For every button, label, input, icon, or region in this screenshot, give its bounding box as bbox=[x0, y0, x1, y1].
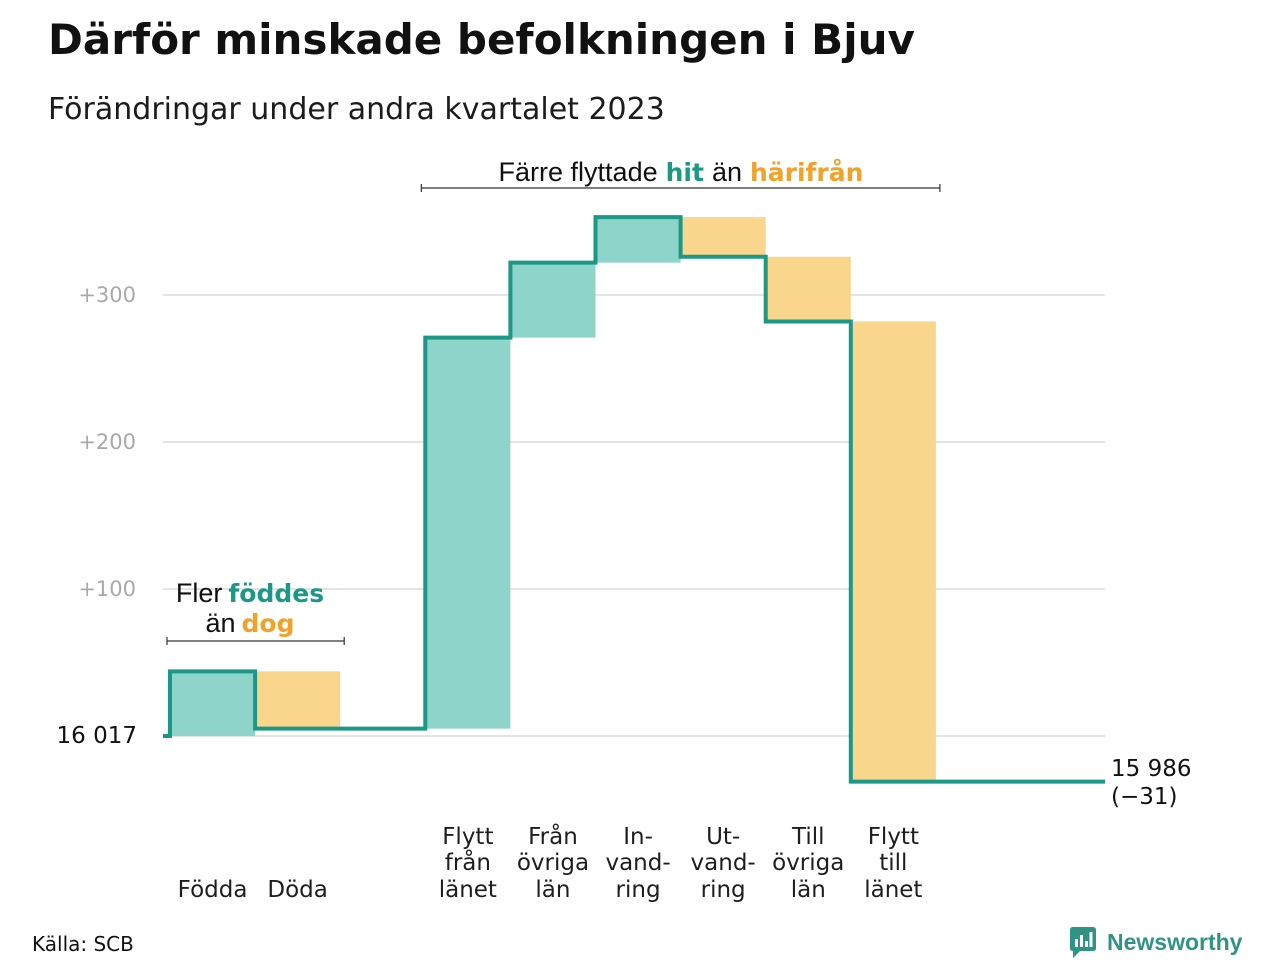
increase-bar bbox=[510, 262, 596, 338]
x-axis-label: In- vand- ring bbox=[605, 823, 671, 903]
logo-text: Newsworthy bbox=[1107, 928, 1243, 955]
births-annotation: Fler föddes än dog bbox=[150, 580, 350, 640]
y-tick-label: +300 bbox=[78, 283, 136, 307]
decrease-bar bbox=[680, 217, 766, 257]
x-axis-label: Födda bbox=[177, 876, 248, 903]
end-value: 15 986 bbox=[1111, 755, 1192, 782]
annotation-text: Fler bbox=[175, 578, 223, 608]
start-value-label: 16 017 bbox=[56, 723, 137, 749]
increase-bar bbox=[425, 337, 511, 729]
chart-title: Därför minskade befolkningen i Bjuv bbox=[48, 15, 915, 64]
x-axis-label: Döda bbox=[267, 876, 328, 903]
y-tick-label: +200 bbox=[78, 430, 136, 454]
newsworthy-logo: Newsworthy bbox=[1069, 924, 1242, 960]
annotation-highlight-born: föddes bbox=[228, 579, 325, 608]
chart-subtitle: Förändringar under andra kvartalet 2023 bbox=[48, 92, 665, 127]
decrease-bar bbox=[850, 321, 936, 782]
net-change: (−31) bbox=[1111, 783, 1178, 810]
annotation-highlight-died: dog bbox=[241, 609, 295, 638]
bar-chart-speech-bubble-icon bbox=[1070, 926, 1096, 958]
annotation-text: än bbox=[205, 608, 236, 638]
x-axis-label: Flytt till länet bbox=[864, 823, 923, 903]
x-axis-label: Ut- vand- ring bbox=[690, 823, 756, 903]
annotation-text: än bbox=[711, 157, 742, 187]
increase-bar bbox=[170, 671, 256, 736]
x-axis-label: Från övriga län bbox=[516, 823, 590, 903]
x-axis-label: Till övriga län bbox=[772, 823, 845, 903]
annotation-highlight-in: hit bbox=[665, 158, 704, 187]
decrease-bar bbox=[765, 256, 851, 322]
births-bracket bbox=[166, 637, 345, 645]
annotation-highlight-out: härifrån bbox=[749, 158, 864, 187]
increase-bar bbox=[595, 217, 681, 263]
running-total-line bbox=[163, 215, 1105, 784]
migration-annotation: Färre flyttade hit än härifrån bbox=[422, 155, 940, 193]
y-tick-label: +100 bbox=[78, 577, 136, 601]
migration-bracket bbox=[420, 184, 941, 192]
source-note: Källa: SCB bbox=[32, 932, 134, 956]
x-axis-label: Flytt från länet bbox=[438, 823, 497, 903]
end-value-label: 15 986 (−31) bbox=[1111, 755, 1191, 811]
decrease-bar bbox=[255, 671, 341, 729]
annotation-text: Färre flyttade bbox=[498, 157, 658, 187]
